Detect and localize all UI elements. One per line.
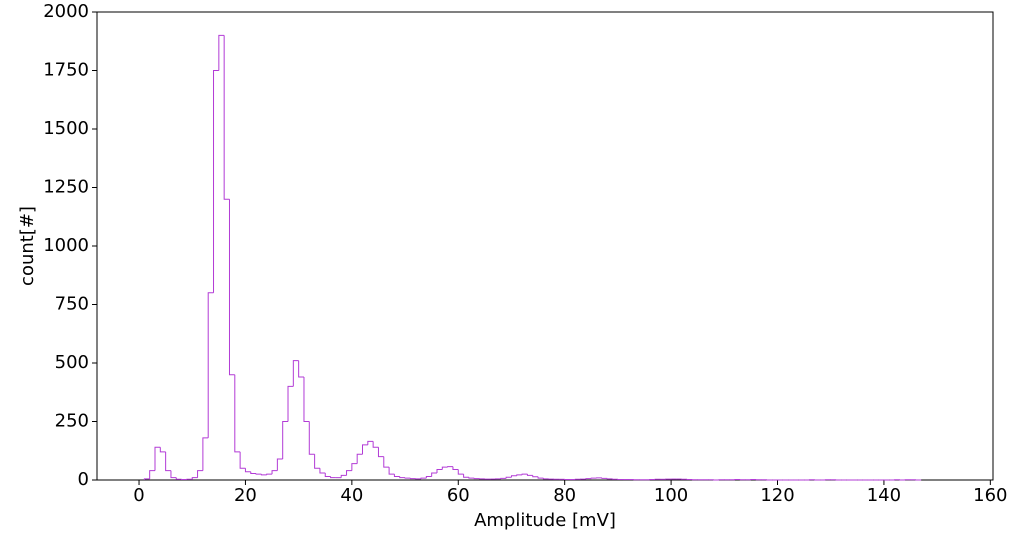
x-tick-label: 160 [973, 485, 1007, 506]
histogram-bin [292, 360, 299, 387]
histogram-bin [425, 475, 432, 479]
histogram-bin [399, 476, 406, 479]
histogram-bin [516, 474, 523, 476]
x-tick-label: 40 [340, 485, 363, 506]
histogram-bin [271, 470, 278, 475]
y-tick-label: 500 [55, 352, 89, 373]
y-tick-label: 750 [55, 294, 89, 315]
histogram-bin [197, 470, 203, 478]
y-tick-label: 1000 [43, 235, 89, 256]
y-axis-label: count[#] [17, 206, 38, 286]
histogram-bin [207, 292, 214, 438]
histogram-bin [537, 476, 544, 479]
x-tick-label: 120 [760, 485, 794, 506]
histogram-bin [393, 474, 400, 477]
histogram-bin [266, 473, 273, 475]
histogram-bin [303, 377, 310, 422]
histogram-bin [239, 451, 246, 469]
histogram-bin [431, 472, 437, 477]
histogram-bin [362, 444, 368, 455]
histogram-bin [276, 458, 283, 471]
x-tick-label: 140 [867, 485, 901, 506]
histogram-bin [154, 446, 161, 471]
y-tick-label: 0 [78, 469, 89, 490]
histogram-bin [526, 474, 533, 476]
histogram-bin [319, 468, 326, 474]
histogram-bin [346, 470, 352, 476]
histogram-bin [468, 477, 475, 479]
histogram-bin [505, 476, 512, 479]
histogram-bin [367, 440, 374, 445]
histogram-bin [191, 477, 198, 480]
histogram-bin [372, 441, 379, 448]
histogram-bin [441, 466, 448, 470]
histogram-bin [388, 467, 395, 475]
histogram-bin [330, 476, 336, 479]
y-tick-label: 1500 [43, 118, 89, 139]
histogram-bin [170, 470, 177, 479]
histogram-bin [244, 468, 251, 473]
histogram-bin [287, 385, 294, 422]
x-tick-label: 0 [133, 485, 144, 506]
y-tick-label: 1750 [43, 60, 89, 81]
histogram-bin [213, 70, 219, 293]
y-tick-label: 2000 [43, 1, 89, 22]
histogram-bin [255, 473, 262, 475]
histogram-bin [234, 374, 241, 453]
histogram-bin [532, 475, 539, 478]
histogram-bin [149, 470, 155, 479]
histogram-bin [175, 477, 182, 480]
histogram-bin [314, 454, 320, 469]
histogram-bin [143, 478, 150, 480]
histogram-bin [324, 472, 331, 477]
histogram-bin [308, 421, 315, 455]
y-tick-label: 1250 [43, 177, 89, 198]
histogram-bin [463, 474, 469, 478]
histogram-bin [228, 199, 235, 376]
histogram-bin [223, 35, 230, 200]
histogram-bin [420, 477, 427, 479]
x-tick-label: 60 [447, 485, 470, 506]
histogram-bin [340, 474, 347, 478]
histogram-bin [383, 456, 390, 468]
histogram-bin [159, 447, 166, 453]
histogram-bin [436, 468, 443, 473]
x-tick-label: 20 [234, 485, 257, 506]
histogram-bin [202, 437, 209, 471]
histogram-bin [298, 360, 304, 378]
histogram-bin [542, 478, 549, 480]
histogram-bin [218, 34, 225, 71]
histogram-bin [510, 475, 517, 478]
histogram-bin [457, 469, 464, 475]
histogram-bin [165, 451, 171, 472]
histogram-bin [452, 466, 459, 470]
x-tick-label: 80 [553, 485, 576, 506]
histogram-bin [282, 421, 289, 459]
y-tick-label: 250 [55, 411, 89, 432]
x-tick-label: 100 [654, 485, 688, 506]
histogram-bin [356, 453, 363, 464]
histogram-bin [377, 447, 384, 458]
x-axis-label: Amplitude [mV] [474, 510, 616, 531]
plot-frame [96, 11, 994, 481]
histogram-bin [521, 473, 528, 475]
histogram-bin [260, 474, 267, 476]
histogram-bin [250, 471, 257, 474]
histogram-bin [351, 463, 358, 471]
